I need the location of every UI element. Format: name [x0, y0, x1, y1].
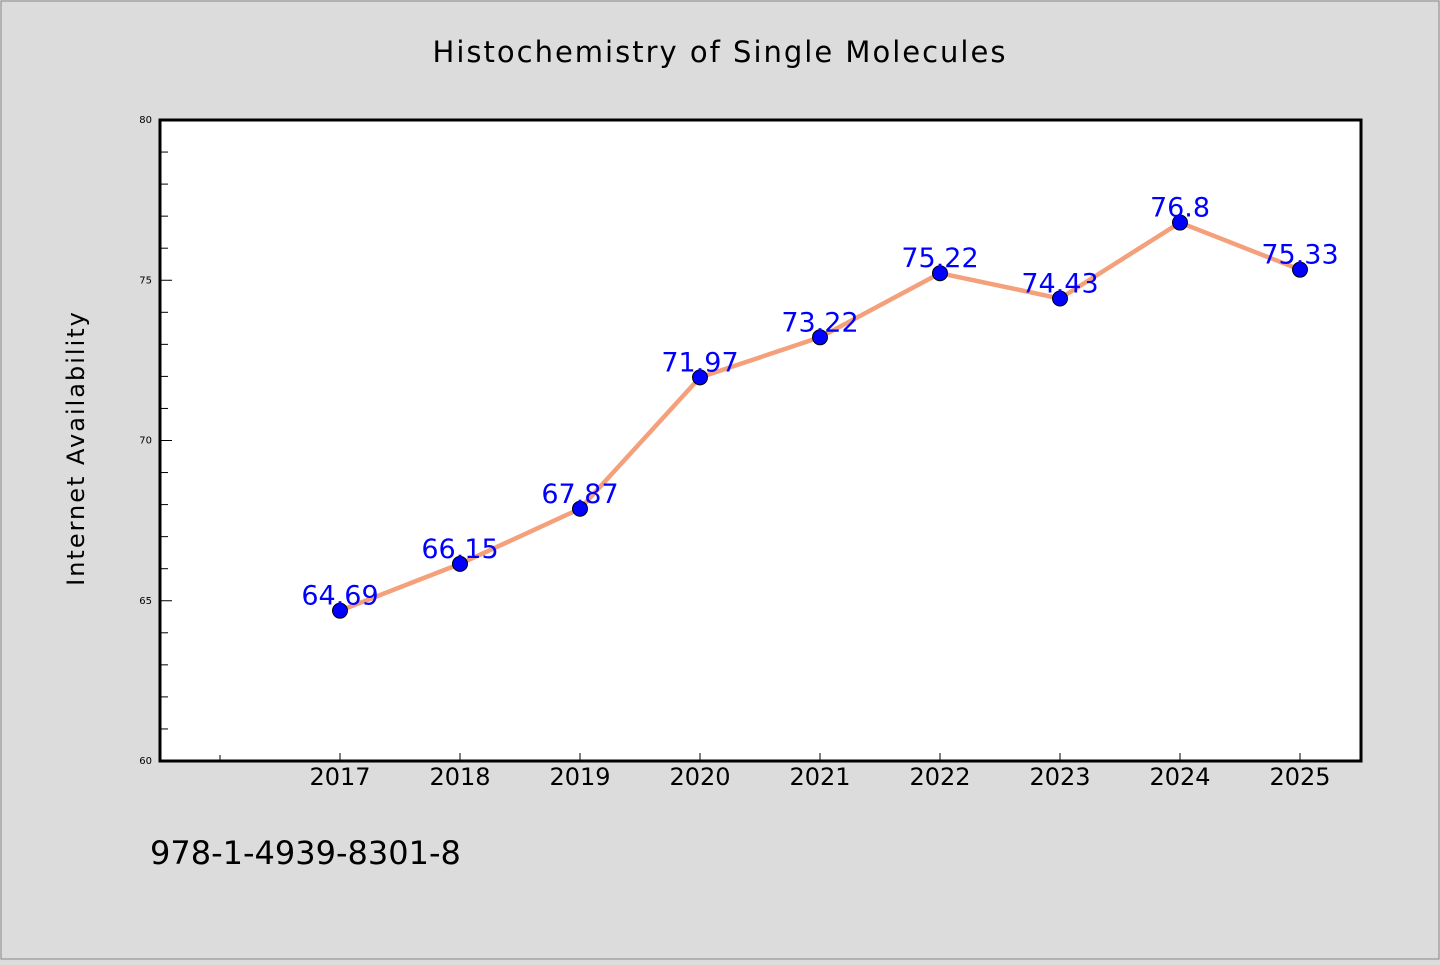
x-tick-label: 2024: [1149, 763, 1210, 791]
y-tick-label: 75: [139, 275, 152, 286]
plot-area: [160, 120, 1361, 761]
data-point: [692, 369, 708, 386]
x-tick-label: 2017: [309, 763, 370, 791]
data-point: [932, 265, 948, 282]
y-tick-label: 65: [139, 596, 152, 607]
isbn-label: 978-1-4939-8301-8: [150, 834, 461, 872]
y-tick-label: 70: [139, 436, 152, 447]
x-tick-label: 2023: [1029, 763, 1090, 791]
data-point: [452, 555, 468, 572]
x-tick-label: 2019: [549, 763, 610, 791]
data-label: 66.15: [421, 534, 498, 565]
data-label: 74.43: [1021, 269, 1098, 300]
chart-title: Histochemistry of Single Molecules: [433, 35, 1008, 69]
y-tick-label: 60: [139, 756, 152, 767]
data-point: [1052, 290, 1068, 307]
data-point: [332, 602, 348, 619]
data-point: [1172, 214, 1188, 231]
x-tick-label: 2018: [429, 763, 490, 791]
plot-frame: [158, 118, 1363, 763]
data-label: 75.22: [901, 243, 978, 274]
series-marker-group: [332, 214, 1308, 619]
y-tick-label: 80: [139, 115, 152, 126]
data-label: 73.22: [781, 307, 858, 338]
data-label: 75.33: [1261, 240, 1338, 271]
data-point: [1292, 261, 1308, 278]
data-label: 71.97: [661, 347, 738, 378]
x-tick-label: 2025: [1269, 763, 1330, 791]
y-axis-label: Internet Availability: [62, 310, 90, 586]
data-point: [812, 329, 828, 346]
data-point: [572, 500, 588, 517]
x-tick-label: 2022: [909, 763, 970, 791]
data-label: 67.87: [541, 479, 618, 510]
data-label: 76.8: [1150, 193, 1210, 224]
data-label-group: 64.69 66.15 67.87 71.97 73.22 75.22 74.43 76.8 7…: [301, 193, 1338, 612]
x-axis-ticks: 2017 2018 2019 2020 2021 2022 2023 2024 2025: [219, 753, 1331, 791]
x-tick-label: 2021: [789, 763, 850, 791]
x-tick-label: 2020: [669, 763, 730, 791]
data-label: 64.69: [301, 581, 378, 612]
